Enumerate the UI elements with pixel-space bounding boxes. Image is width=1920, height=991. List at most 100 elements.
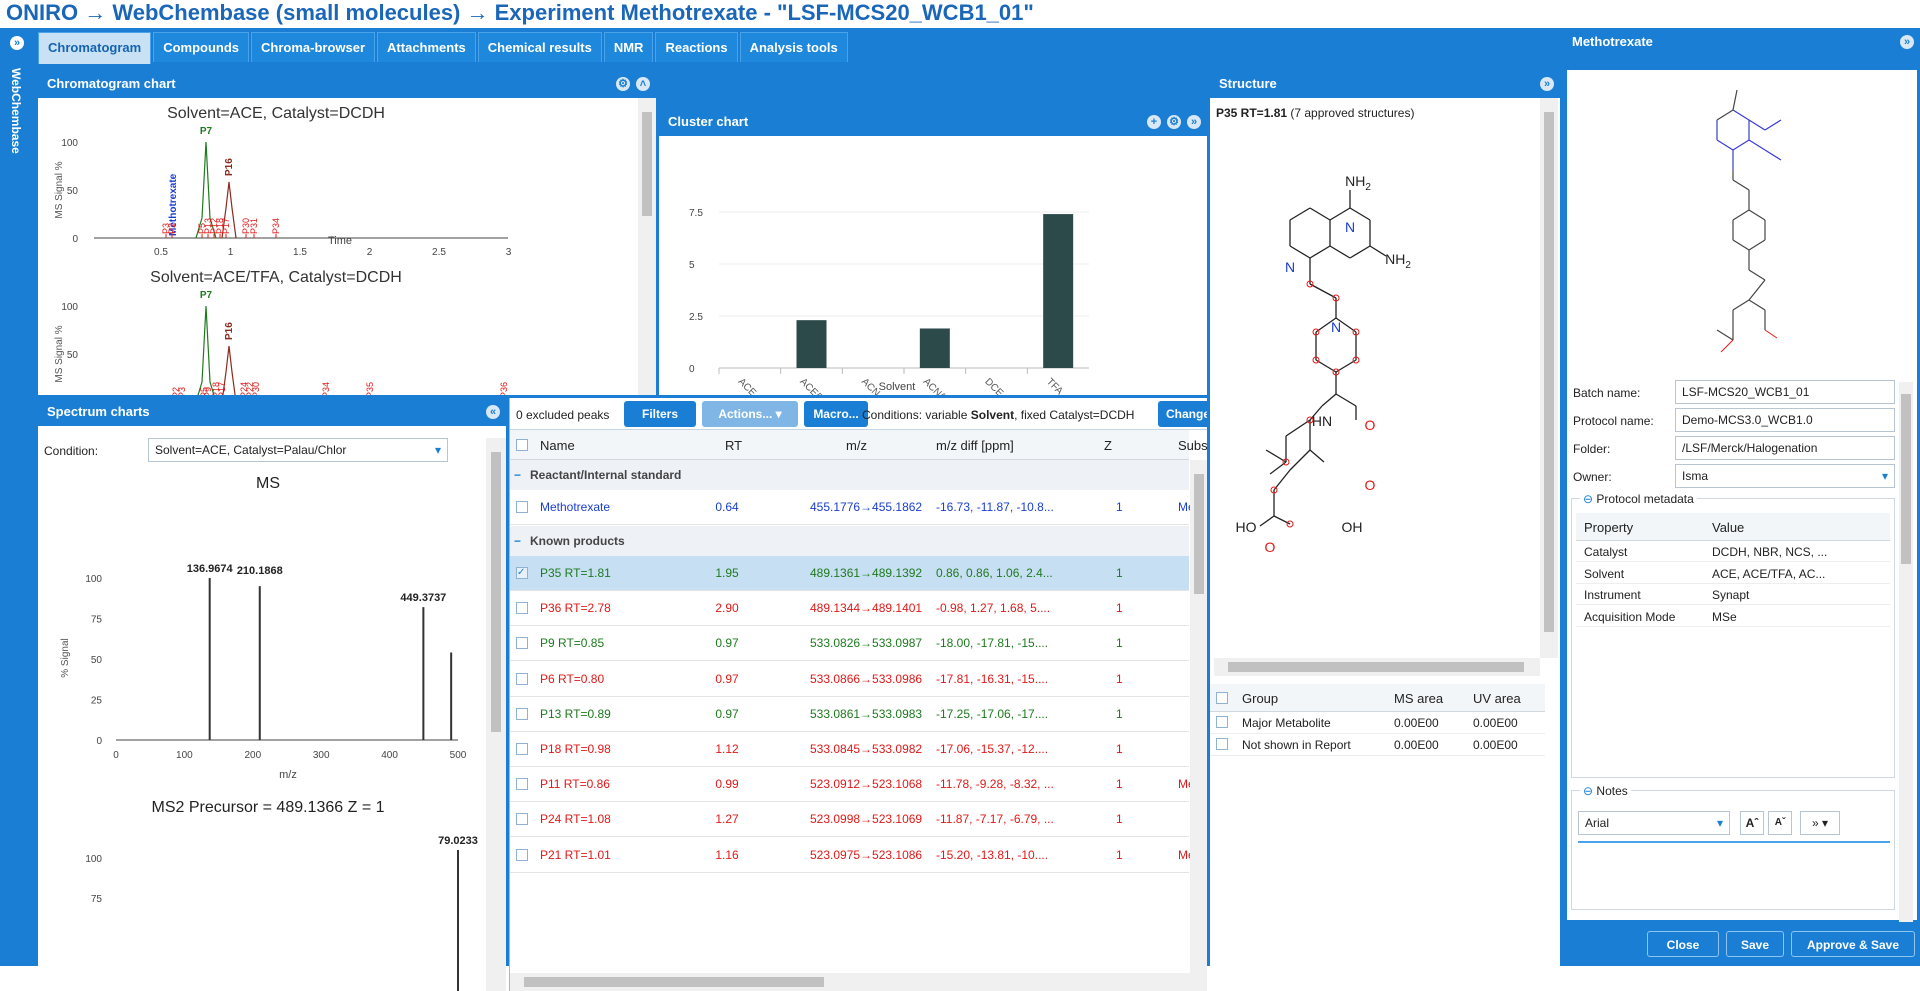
row-checkbox[interactable] [516, 707, 528, 720]
structure-hscrollbar[interactable] [1214, 658, 1540, 676]
structure-header: Structure » [1210, 70, 1560, 98]
row-checkbox[interactable] [516, 813, 528, 826]
col-mz[interactable]: m/z [846, 438, 867, 453]
cell-diff: -18.00, -17.81, -15.... [936, 636, 1049, 651]
metadata-row[interactable]: Acquisition Mode MSe [1576, 606, 1890, 627]
row-checkbox[interactable] [516, 743, 528, 755]
tab-reactions[interactable]: Reactions [655, 32, 738, 62]
collapse-group-icon[interactable]: − [514, 534, 522, 548]
col-uv-area[interactable]: UV area [1473, 691, 1521, 706]
table-row[interactable]: P13 RT=0.89 0.97 533.0861→533.0983 -17.25, … [510, 697, 1189, 732]
table-row[interactable]: P9 RT=0.85 0.97 533.0826→533.0987 -18.00, -… [510, 626, 1189, 662]
tab-chroma-browser[interactable]: Chroma-browser [251, 32, 376, 62]
col-rt[interactable]: RT [725, 438, 743, 453]
table-row[interactable]: ✓ P35 RT=1.81 1.95 489.1361→489.1392 0.86, 0… [510, 556, 1189, 591]
col-z[interactable]: Z [1104, 438, 1112, 453]
table-row[interactable]: P6 RT=0.80 0.97 533.0866→533.0986 -17.81, -… [510, 662, 1189, 697]
peaks-hscrollbar[interactable] [510, 973, 1190, 991]
table-row[interactable]: P11 RT=0.86 0.99 523.0912→523.1068 -11.78, … [510, 767, 1198, 803]
row-checkbox[interactable] [1216, 738, 1228, 750]
font-grow-icon[interactable]: Aˆ [1740, 811, 1764, 835]
batch-name-field[interactable]: LSF-MCS20_WCB1_01 [1675, 380, 1895, 404]
row-checkbox[interactable] [516, 637, 528, 650]
cluster-bar[interactable] [1043, 214, 1074, 368]
notes-legend[interactable]: ⊖ Notes [1580, 784, 1631, 798]
more-tools-icon[interactable]: » ▾ [1800, 811, 1840, 835]
row-checkbox[interactable] [516, 672, 528, 685]
collapse-icon[interactable]: « [486, 405, 500, 419]
condition-select[interactable]: Solvent=ACE, Catalyst=Palau/Chlor ▾ [148, 438, 448, 462]
tab-compounds[interactable]: Compounds [153, 32, 250, 62]
add-icon[interactable]: + [1147, 115, 1161, 129]
group-known-products[interactable]: − Known products [510, 526, 1189, 556]
expand-icon[interactable]: » [10, 36, 24, 50]
peaks-vscrollbar[interactable] [1190, 460, 1207, 991]
col-name[interactable]: Name [540, 438, 575, 453]
select-all-checkbox[interactable] [516, 439, 528, 451]
col-property[interactable]: Property [1584, 520, 1634, 535]
metadata-legend[interactable]: ⊖ Protocol metadata [1580, 492, 1697, 506]
metadata-row[interactable]: Instrument Synapt [1576, 584, 1890, 605]
tab-chromatogram[interactable]: Chromatogram [38, 32, 152, 64]
group-reactant[interactable]: − Reactant/Internal standard [510, 460, 1189, 490]
table-row-reactant[interactable]: Methotrexate 0.64 455.1776→455.1862 -16.73,… [510, 490, 1198, 525]
row-checkbox[interactable] [516, 602, 528, 615]
row-checkbox[interactable] [1216, 716, 1228, 728]
row-checkbox[interactable] [516, 501, 528, 513]
atom-highlight [1270, 486, 1278, 494]
bond [1309, 283, 1337, 299]
col-ms-area[interactable]: MS area [1394, 691, 1444, 706]
expand-icon[interactable]: » [1540, 77, 1554, 91]
owner-select[interactable]: Isma ▾ [1675, 464, 1895, 488]
thumb-bond [1748, 139, 1766, 151]
font-shrink-icon[interactable]: Aˇ [1768, 811, 1792, 835]
row-checkbox[interactable]: ✓ [516, 567, 528, 579]
col-subs[interactable]: Subs [1178, 438, 1207, 453]
tab-chemical-results[interactable]: Chemical results [477, 32, 602, 62]
group-row[interactable]: Not shown in Report 0.00E00 0.00E00 [1210, 734, 1545, 756]
macro-button[interactable]: Macro... [804, 401, 868, 427]
right-scrollbar[interactable] [1899, 382, 1913, 922]
table-row[interactable]: P36 RT=2.78 2.90 489.1344→489.1401 -0.98, 1… [510, 591, 1189, 627]
table-row[interactable]: P21 RT=1.01 1.16 523.0975→523.1086 -15.20, … [510, 838, 1198, 873]
collapse-up-icon[interactable]: ˄ [636, 77, 650, 91]
metadata-row[interactable]: Solvent ACE, ACE/TFA, AC... [1576, 563, 1890, 584]
expand-icon[interactable]: » [1187, 115, 1201, 129]
cluster-bar[interactable] [796, 320, 827, 368]
cell-name: Methotrexate [540, 500, 611, 514]
folder-field[interactable]: /LSF/Merck/Halogenation [1675, 436, 1895, 460]
filters-button[interactable]: Filters [624, 401, 696, 427]
change-button[interactable]: Change [1158, 401, 1207, 427]
approve-save-button[interactable]: Approve & Save [1791, 931, 1915, 957]
cell-diff: -17.81, -16.31, -15.... [936, 671, 1049, 686]
save-button[interactable]: Save [1726, 931, 1784, 957]
font-select[interactable]: Arial ▾ [1578, 811, 1730, 835]
tab-nmr[interactable]: NMR [603, 32, 654, 62]
gear-icon[interactable]: ⚙ [1167, 115, 1181, 129]
structure-vscrollbar[interactable] [1540, 98, 1558, 658]
protocol-name-field[interactable]: Demo-MCS3.0_WCB1.0 [1675, 408, 1895, 432]
bond [1329, 245, 1351, 259]
chrom-top-label: P7 [200, 126, 213, 137]
table-row[interactable]: P24 RT=1.08 1.27 523.0998→523.1069 -11.87, … [510, 802, 1189, 838]
row-checkbox[interactable] [516, 848, 528, 861]
collapse-group-icon[interactable]: − [514, 468, 522, 482]
col-group[interactable]: Group [1242, 691, 1279, 706]
group-row[interactable]: Major Metabolite 0.00E00 0.00E00 [1210, 712, 1545, 734]
row-checkbox[interactable] [516, 778, 528, 791]
metadata-row[interactable]: Catalyst DCDH, NBR, NCS, ... [1576, 541, 1890, 562]
table-row[interactable]: P18 RT=0.98 1.12 533.0845→533.0982 -17.06, … [510, 732, 1189, 767]
tab-analysis-tools[interactable]: Analysis tools [739, 32, 848, 62]
spectrum-scrollbar[interactable] [486, 438, 506, 991]
gear-icon[interactable]: ⚙ [616, 77, 630, 91]
close-button[interactable]: Close [1647, 931, 1719, 957]
chromatogram-scrollbar[interactable] [638, 98, 656, 395]
select-all-checkbox[interactable] [1216, 692, 1228, 704]
expand-icon[interactable]: » [1900, 35, 1914, 49]
cluster-title: Cluster chart [668, 114, 749, 129]
tab-attachments[interactable]: Attachments [377, 32, 476, 62]
col-mzdiff[interactable]: m/z diff [ppm] [936, 438, 1014, 453]
actions-button[interactable]: Actions... ▾ [702, 401, 798, 427]
col-value[interactable]: Value [1712, 520, 1745, 535]
cluster-bar[interactable] [919, 328, 950, 368]
